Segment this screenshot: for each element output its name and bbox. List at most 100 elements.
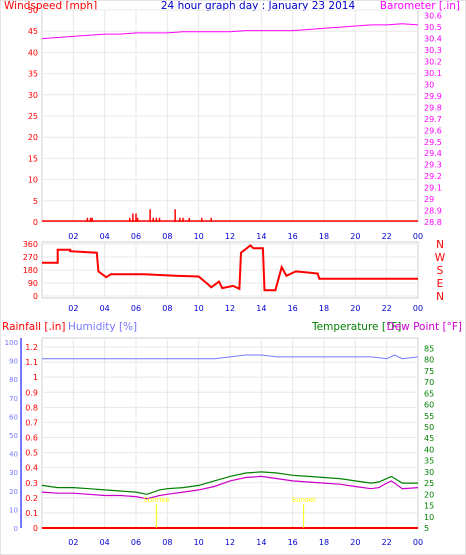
direction-tick: 360 [23,240,38,249]
x-tick-label: 12 [225,304,235,313]
temperature-tick: 75 [424,367,434,376]
x-tick-label: 04 [100,232,110,241]
x-tick-label: 16 [288,538,298,547]
rainfall-tick: 0.8 [25,403,38,412]
barometer-tick: 29 [424,195,434,204]
gridlines-rain-temp [42,338,418,529]
temperature-line [41,471,418,495]
x-tick-label: 12 [225,538,235,547]
barometer-tick: 29.5 [424,138,442,147]
temperature-tick: 80 [424,356,434,365]
rainfall-tick-labels: 0 0.1 0.2 0.3 0.4 0.5 0.6 0.7 0.8 0.9 1 1.1 1.2 [25,343,38,533]
chart-title: 24 hour graph day : January 23 2014 [161,0,356,12]
compass-letter: N [436,239,444,251]
barometer-tick: 29.8 [424,103,442,112]
series-rain-temp [41,354,419,529]
x-tick-label: 00 [413,232,423,241]
temperature-tick: 40 [424,445,434,454]
barometer-tick: 29.2 [424,172,442,181]
x-tick-label: 04 [100,538,110,547]
x-tick-label: 22 [382,538,392,547]
x-tick-label: 18 [319,304,329,313]
rainfall-tick: 0.1 [25,509,38,518]
humidity-tick: 40 [9,451,18,459]
rainfall-tick: 0.6 [25,434,38,443]
series-direction [42,244,418,292]
humidity-tick-labels: 0 10 20 30 40 50 60 70 80 90 100 [5,339,18,533]
temperature-tick: 10 [424,513,434,522]
windspeed-tick: 50 [28,6,38,15]
humidity-tick: 50 [9,432,18,440]
compass-letter: N [436,291,444,303]
x-tick-label: 10 [194,538,204,547]
compass-letter: S [437,265,444,277]
humidity-tick: 30 [9,469,18,477]
temperature-tick: 60 [424,401,434,410]
x-tick-label: 14 [256,304,266,313]
rainfall-tick: 0.2 [25,494,38,503]
rainfall-tick: 0.9 [25,388,38,397]
barometer-tick: 30.6 [424,12,442,21]
rainfall-tick: 1 [33,373,38,382]
humidity-tick: 100 [5,339,18,347]
compass-letter: W [435,252,446,264]
x-tick-label: 20 [350,538,360,547]
barometer-tick: 30 [424,80,434,89]
x-tick-label: 06 [131,538,141,547]
direction-tick: 0 [33,292,38,301]
windspeed-tick: 35 [28,70,38,79]
humidity-axis-label: Humidity [%] [68,321,137,333]
x-tick-label: 22 [382,232,392,241]
rainfall-tick: 0.4 [25,464,38,473]
x-tick-label: 10 [194,232,204,241]
dewpoint-line [41,475,419,500]
barometer-tick: 30.4 [424,35,442,44]
windspeed-tick-labels: 0 5 10 15 20 25 30 35 40 45 50 [28,6,38,227]
x-tick-labels-direction: 02 04 06 08 10 12 14 16 18 20 22 00 [68,304,423,313]
x-tick-label: 08 [162,538,172,547]
temperature-tick: 70 [424,378,434,387]
windspeed-tick: 30 [28,91,38,100]
rainfall-tick: 0 [33,524,38,533]
x-tick-label: 06 [131,232,141,241]
barometer-tick: 29.1 [424,184,442,193]
windspeed-tick: 15 [28,154,38,163]
temperature-tick: 45 [424,434,434,443]
rainfall-tick: 1.2 [25,343,38,352]
temperature-tick: 30 [424,468,434,477]
barometer-tick: 30.1 [424,69,442,78]
humidity-tick: 70 [9,395,18,403]
x-tick-label: 22 [382,304,392,313]
x-tick-label: 08 [162,232,172,241]
windspeed-tick: 40 [28,48,38,57]
gridlines-wind [42,9,418,223]
x-tick-labels-wind: 02 04 06 08 10 12 14 16 18 20 22 00 [68,232,423,241]
x-tick-label: 00 [413,304,423,313]
barometer-tick: 29.6 [424,126,442,135]
barometer-tick: 28.8 [424,218,442,227]
rainfall-tick: 0.5 [25,449,38,458]
temperature-tick: 35 [424,457,434,466]
x-tick-label: 14 [256,538,266,547]
compass-letter: E [437,278,444,290]
temperature-tick: 25 [424,479,434,488]
barometer-tick-labels: 28.8 28.9 29 29.1 29.2 29.3 29.4 29.5 29.6 29.7 29… [424,12,442,227]
rainfall-tick: 1.1 [25,358,38,367]
humidity-tick: 90 [9,358,18,366]
temperature-tick: 15 [424,502,434,511]
x-tick-label: 16 [288,232,298,241]
barometer-tick: 30.2 [424,58,442,67]
x-tick-label: 02 [68,304,78,313]
panel-wind-barometer: 24 hour graph day : January 23 2014 Wind… [4,0,460,241]
gridlines-direction [42,242,418,298]
rainfall-tick: 0.3 [25,479,38,488]
barometer-tick: 29.7 [424,115,442,124]
barometer-tick: 29.9 [424,92,442,101]
x-tick-label: 18 [319,232,329,241]
x-tick-label: 20 [350,304,360,313]
windspeed-axis-label: Windspeed [mph] [4,0,97,12]
x-tick-labels-rain-temp: 02 04 06 08 10 12 14 16 18 20 22 00 [68,538,423,547]
sun-marker-label: Sunrise [143,496,169,504]
